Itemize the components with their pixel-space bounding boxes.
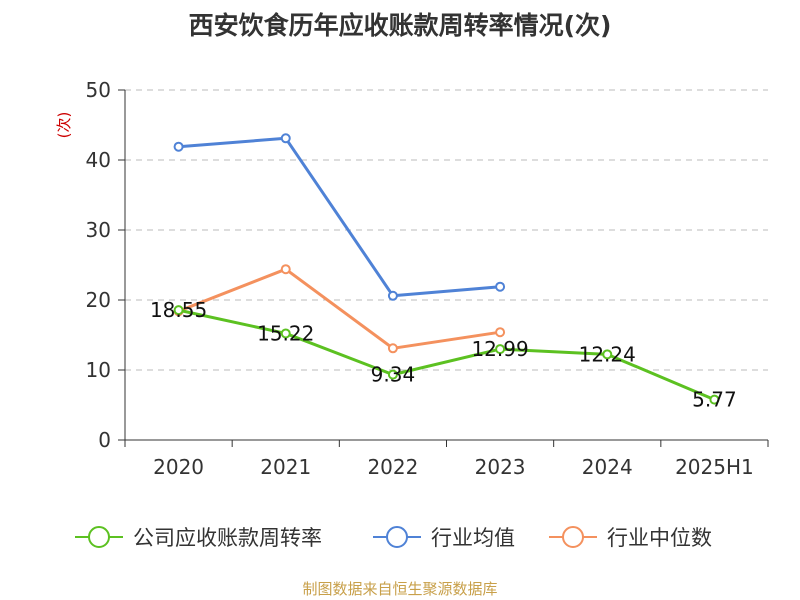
data-label: 15.22 [257, 321, 314, 345]
legend-item[interactable]: 公司应收账款周转率 [75, 526, 322, 550]
data-point[interactable] [280, 133, 291, 144]
y-tick-label: 30 [86, 218, 111, 242]
data-label: 12.24 [579, 342, 636, 366]
data-labels: 18.55 15.22 9.34 12.99 12.24 5.77 [150, 298, 737, 411]
legend-marker-icon [562, 526, 584, 548]
x-tick-label: 2021 [260, 455, 311, 479]
legend-marker-icon [88, 526, 110, 548]
series-line [178, 136, 501, 298]
data-point[interactable] [173, 141, 184, 152]
x-tick-label: 2020 [153, 455, 204, 479]
x-tick-label: 2025H1 [675, 455, 754, 479]
legend-item[interactable]: 行业中位数 [549, 526, 712, 550]
y-tick-label: 0 [98, 428, 111, 452]
axes: 0 10 20 30 40 50 2020 2021 2022 2023 2024 2025H1 [86, 78, 769, 479]
data-point[interactable] [495, 344, 506, 355]
data-point[interactable] [709, 394, 720, 405]
series-line [178, 308, 716, 401]
legend-label: 行业均值 [431, 526, 515, 550]
y-tick-label: 20 [86, 288, 111, 312]
x-tick-label: 2023 [475, 455, 526, 479]
series-lines [173, 133, 720, 405]
y-tick-label: 10 [86, 358, 111, 382]
y-axis-label: (次) [55, 112, 73, 139]
data-point[interactable] [387, 369, 398, 380]
x-tick-label: 2022 [367, 455, 418, 479]
chart-title: 西安饮食历年应收账款周转率情况(次) [188, 11, 612, 40]
y-tick-label: 50 [86, 78, 111, 102]
x-tick-label: 2024 [582, 455, 633, 479]
legend[interactable]: 公司应收账款周转率 行业均值 行业中位数 [75, 526, 712, 550]
data-label: 12.99 [471, 337, 528, 361]
data-point[interactable] [602, 349, 613, 360]
data-point[interactable] [280, 328, 291, 339]
data-point[interactable] [495, 327, 506, 338]
legend-marker-icon [386, 526, 408, 548]
data-label: 18.55 [150, 298, 207, 322]
data-label: 9.34 [371, 363, 416, 387]
grid-lines [125, 89, 768, 371]
data-point[interactable] [387, 343, 398, 354]
series-line [178, 267, 501, 350]
data-label: 5.77 [692, 388, 737, 412]
legend-label: 公司应收账款周转率 [133, 526, 322, 550]
legend-item[interactable]: 行业均值 [373, 526, 515, 550]
data-point[interactable] [387, 290, 398, 301]
legend-label: 行业中位数 [607, 526, 712, 550]
y-tick-label: 40 [86, 148, 111, 172]
data-point[interactable] [495, 281, 506, 292]
data-point[interactable] [280, 264, 291, 275]
source-note: 制图数据来自恒生聚源数据库 [302, 580, 498, 598]
data-point[interactable] [173, 305, 184, 316]
